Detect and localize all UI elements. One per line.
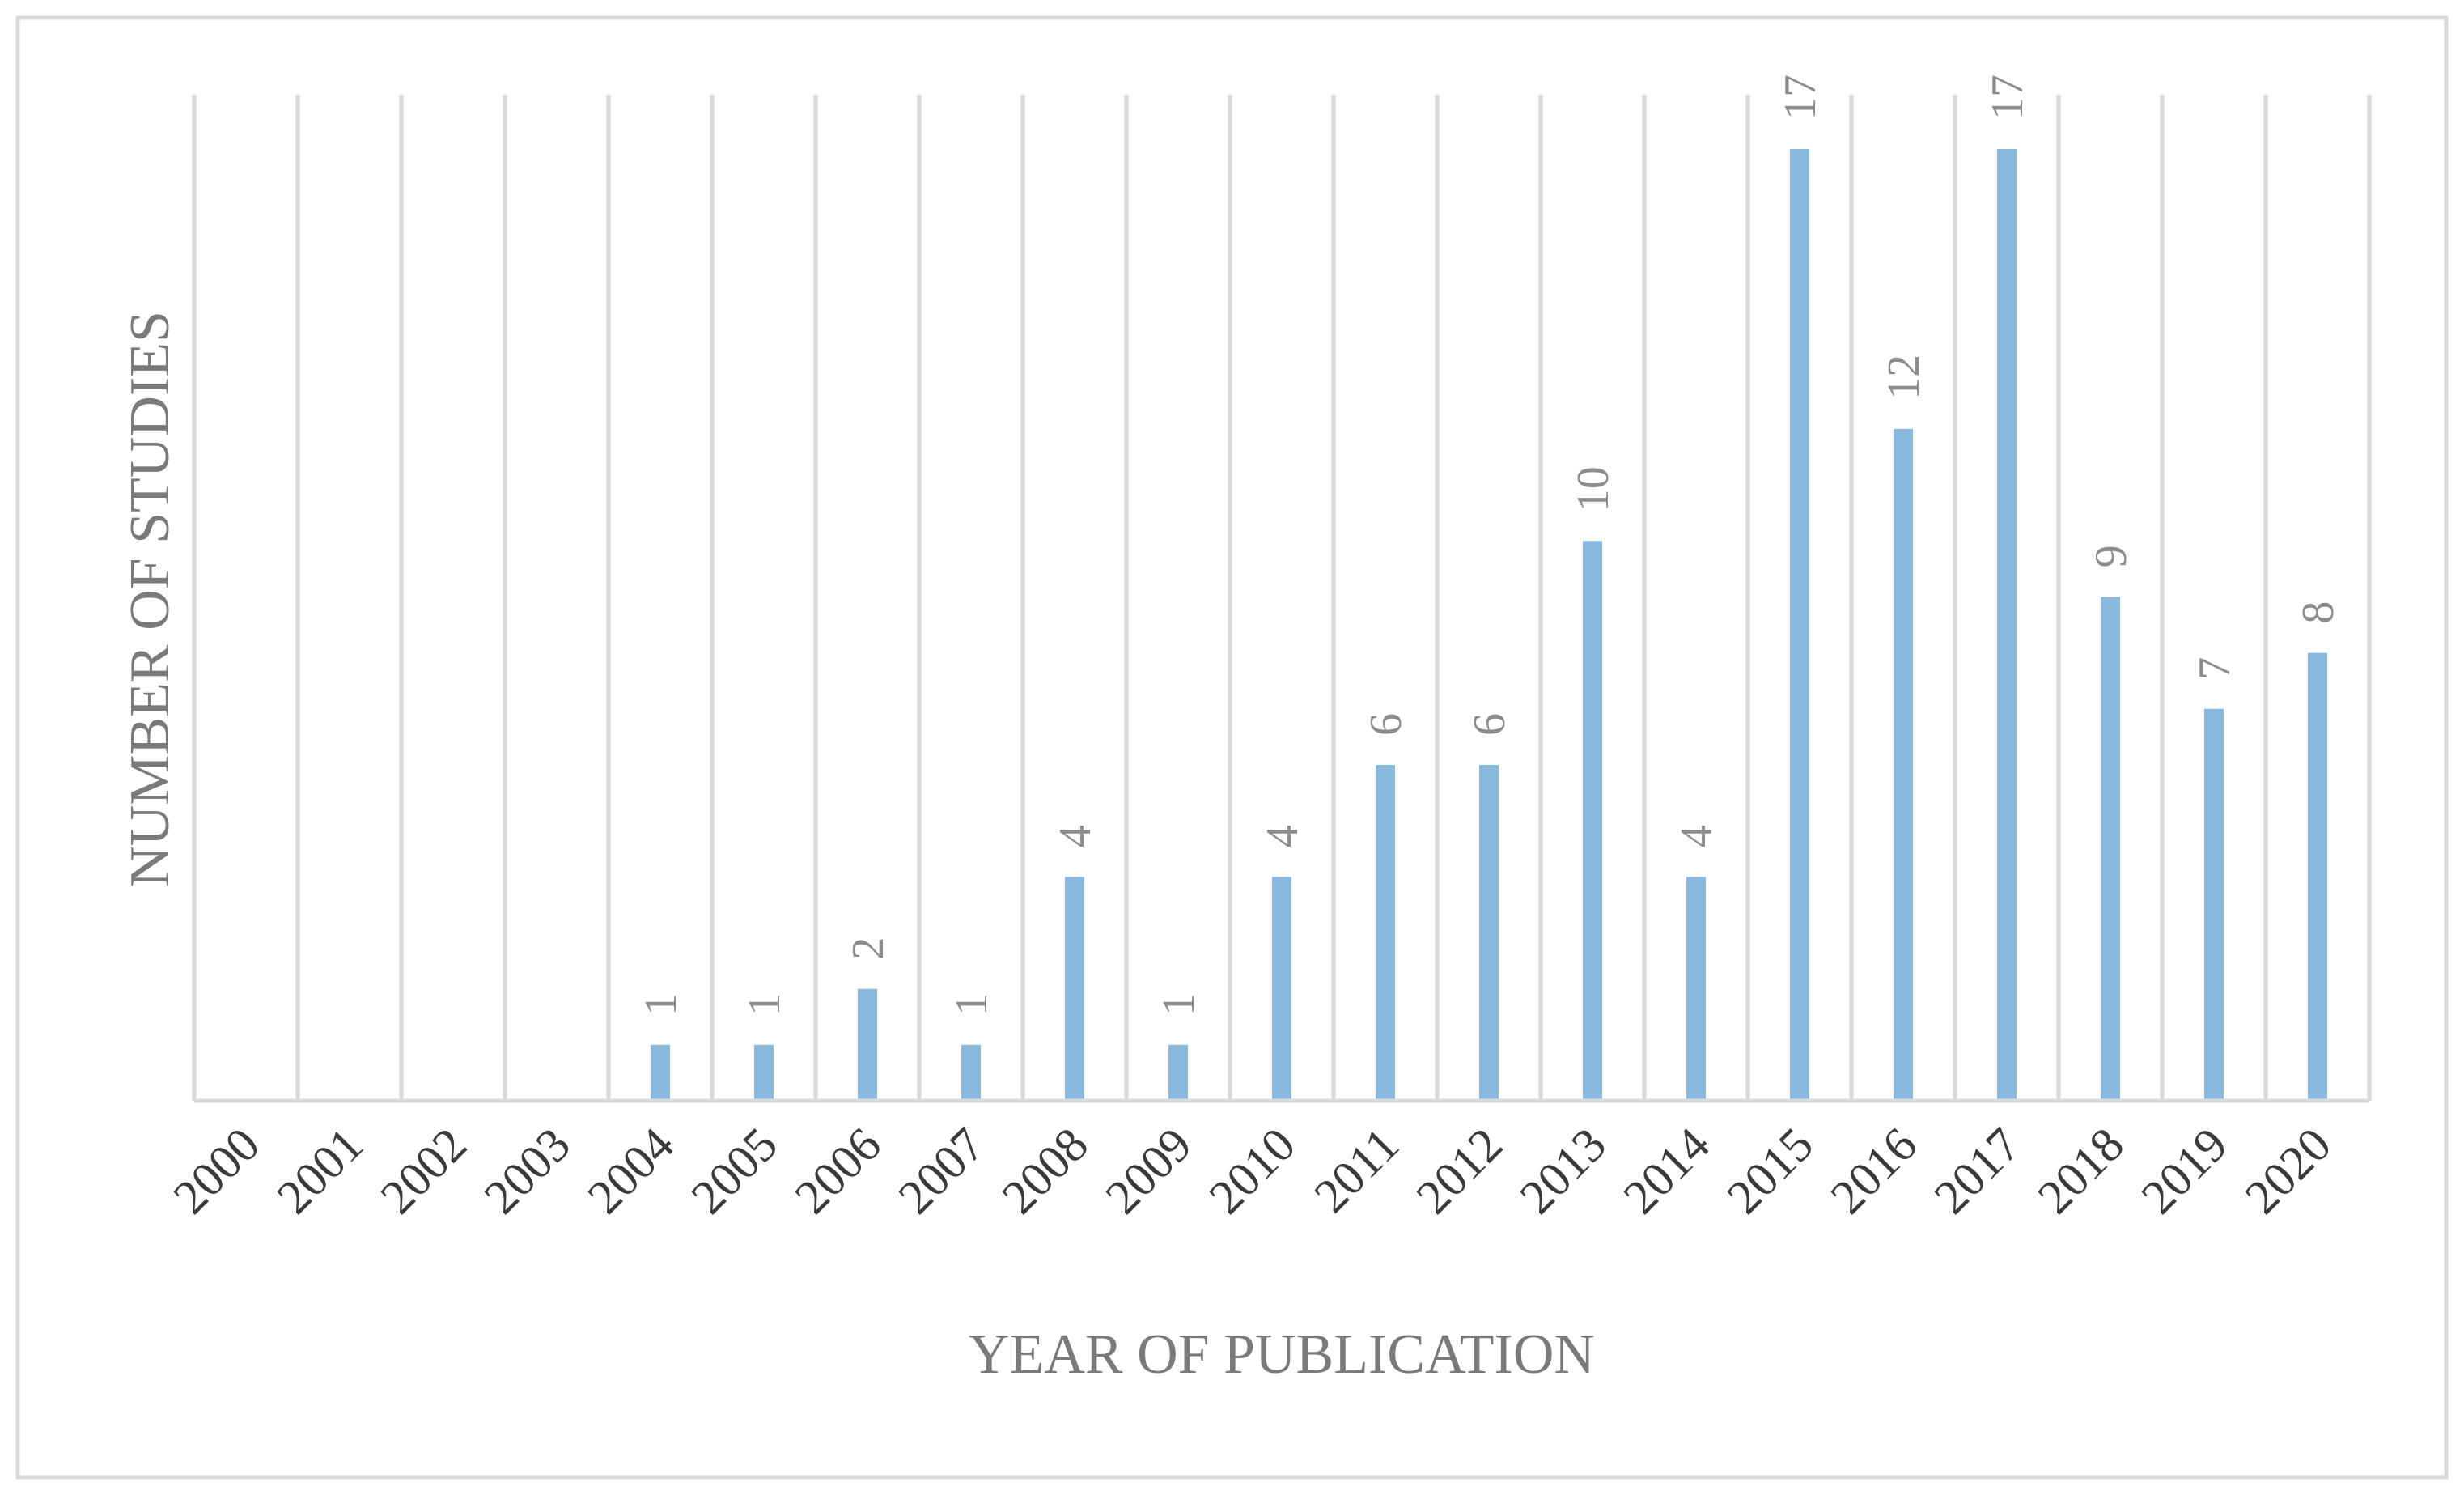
data-label-2007: 1	[947, 993, 997, 1016]
data-label-2019: 7	[2190, 657, 2240, 680]
data-label-2018: 9	[2086, 545, 2136, 567]
bar-2015	[1790, 149, 1809, 1101]
bar-2019	[2204, 708, 2224, 1101]
data-label-2008: 4	[1050, 825, 1101, 847]
bar-2011	[1376, 764, 1395, 1101]
bar-2004	[651, 1044, 670, 1101]
bar-2010	[1272, 877, 1291, 1101]
bar-2014	[1686, 877, 1706, 1101]
bar-2018	[2101, 597, 2120, 1101]
data-label-2011: 6	[1361, 713, 1411, 736]
x-axis-title: YEAR OF PUBLICATION	[969, 1323, 1595, 1386]
bar-2013	[1583, 541, 1602, 1101]
bar-2017	[1997, 149, 2017, 1101]
bar-2020	[2308, 652, 2327, 1101]
data-label-2006: 2	[843, 937, 893, 960]
bar-2008	[1065, 877, 1084, 1101]
bar-2006	[858, 988, 877, 1101]
bar-2005	[754, 1044, 774, 1101]
data-label-2015: 17	[1775, 74, 1826, 120]
data-label-2010: 4	[1257, 825, 1308, 847]
bar-2009	[1168, 1044, 1188, 1101]
bars	[651, 149, 2327, 1101]
gridlines	[192, 95, 2372, 1101]
data-label-2020: 8	[2293, 601, 2343, 624]
data-label-2009: 1	[1154, 993, 1204, 1016]
y-axis-title: NUMBER OF STUDIES	[119, 311, 181, 887]
data-label-2004: 1	[636, 993, 686, 1016]
bar-2016	[1894, 428, 1913, 1101]
data-label-2017: 17	[1983, 74, 2033, 120]
bar-2012	[1479, 764, 1499, 1101]
data-label-2013: 10	[1568, 466, 1618, 512]
data-label-2012: 6	[1465, 713, 1515, 736]
data-label-2005: 1	[740, 993, 790, 1016]
data-label-2016: 12	[1879, 355, 1929, 400]
data-label-2014: 4	[1672, 825, 1722, 847]
bar-2007	[961, 1044, 981, 1101]
